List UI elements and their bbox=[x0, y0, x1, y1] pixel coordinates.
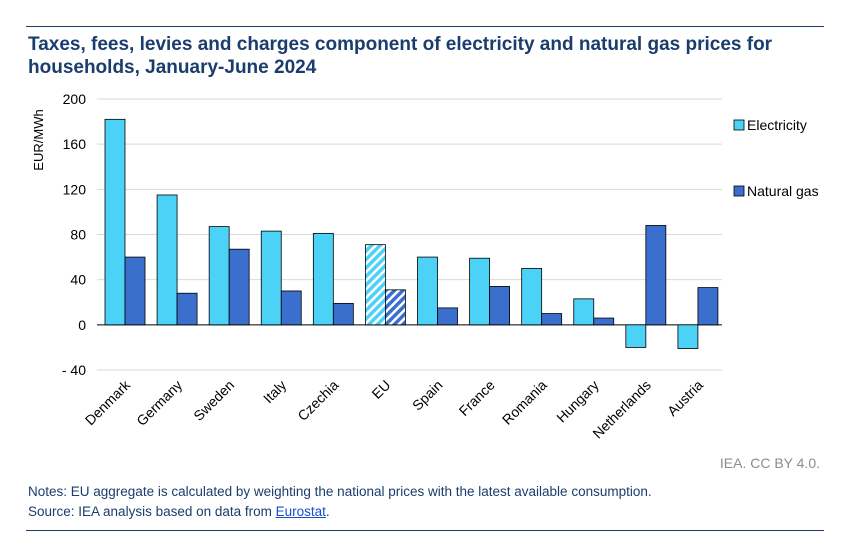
legend-swatch-electricity bbox=[733, 119, 745, 131]
bar-natural-gas-czechia bbox=[332, 302, 354, 326]
y-axis-label: EUR/MWh bbox=[31, 109, 46, 170]
bar-electricity-hungary bbox=[573, 298, 595, 326]
bar-natural-gas-hungary bbox=[593, 317, 615, 326]
x-tick-label: Spain bbox=[409, 377, 446, 414]
y-tick-label: 120 bbox=[63, 181, 87, 197]
x-tick-label: France bbox=[456, 377, 498, 419]
bar-electricity-spain bbox=[417, 256, 438, 326]
bar-chart: - 40 0 40 80 120 160 200 Denmark Germany Sweden I… bbox=[31, 91, 819, 442]
x-tick-label: Germany bbox=[133, 377, 185, 429]
bar-natural-gas-romania bbox=[541, 313, 563, 326]
bar-natural-gas-sweden bbox=[228, 248, 250, 326]
bar-electricity-france bbox=[469, 257, 490, 326]
y-tick-label: 0 bbox=[78, 317, 86, 333]
bar-natural-gas-austria bbox=[697, 287, 719, 326]
chart-title: Taxes, fees, levies and charges componen… bbox=[28, 34, 773, 78]
x-tick-label: EU bbox=[368, 377, 393, 402]
bar-natural-gas-netherlands bbox=[645, 225, 667, 326]
bar-natural-gas-spain bbox=[437, 307, 458, 326]
eurostat-link[interactable]: Eurostat bbox=[275, 504, 326, 519]
bar-electricity-denmark bbox=[104, 118, 126, 326]
legend-swatch-natural-gas bbox=[733, 185, 745, 197]
notes-text: Notes: EU aggregate is calculated by wei… bbox=[28, 484, 652, 499]
x-tick-label: Italy bbox=[260, 377, 289, 406]
credit-text: IEA. CC BY 4.0. bbox=[719, 455, 820, 471]
bar-natural-gas-eu bbox=[385, 289, 406, 326]
legend-label-natural-gas: Natural gas bbox=[747, 183, 819, 199]
bar-electricity-sweden bbox=[208, 226, 230, 326]
bar-electricity-romania bbox=[521, 267, 543, 326]
source-suffix: . bbox=[325, 504, 330, 519]
bottom-rule bbox=[26, 530, 824, 531]
x-tick-label: Sweden bbox=[190, 377, 237, 424]
bar-electricity-netherlands bbox=[625, 324, 647, 348]
bar-natural-gas-france bbox=[489, 286, 510, 326]
bar-natural-gas-italy bbox=[280, 290, 302, 326]
x-tick-label: Denmark bbox=[82, 376, 134, 428]
y-tick-label: 160 bbox=[63, 136, 87, 152]
y-tick-label: 200 bbox=[63, 91, 87, 107]
x-tick-label: Hungary bbox=[553, 377, 602, 426]
bar-electricity-germany bbox=[156, 194, 178, 326]
bar-natural-gas-denmark bbox=[124, 256, 146, 326]
bar-electricity-eu bbox=[365, 244, 386, 326]
y-tick-label: 40 bbox=[70, 272, 86, 288]
x-tick-label: Austria bbox=[664, 377, 706, 419]
legend-label-electricity: Electricity bbox=[747, 117, 807, 133]
bar-electricity-czechia bbox=[312, 232, 334, 326]
y-tick-label: - 40 bbox=[62, 362, 86, 378]
y-tick-label: 80 bbox=[70, 227, 86, 243]
x-tick-label: Czechia bbox=[294, 377, 341, 424]
legend: Electricity Natural gas bbox=[733, 117, 819, 199]
source-text: Source: IEA analysis based on data from … bbox=[28, 504, 330, 519]
top-rule bbox=[26, 26, 824, 27]
bar-natural-gas-germany bbox=[176, 292, 198, 326]
bar-electricity-austria bbox=[677, 324, 699, 349]
source-prefix: Source: IEA analysis based on data from bbox=[28, 504, 276, 519]
x-tick-label: Romania bbox=[499, 377, 550, 428]
bar-electricity-italy bbox=[260, 230, 282, 326]
